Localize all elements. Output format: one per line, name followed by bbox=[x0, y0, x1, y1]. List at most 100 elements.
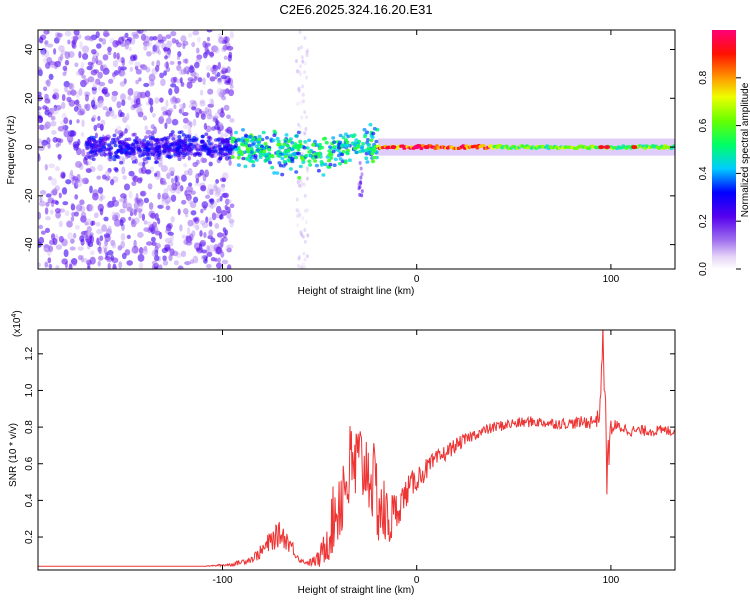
spectrogram-cell bbox=[95, 60, 103, 66]
figure-title: C2E6.2025.324.16.20.E31 bbox=[279, 2, 432, 17]
spectrogram-cell bbox=[111, 114, 118, 119]
spectrogram-cell bbox=[111, 90, 119, 97]
spectrogram-cell bbox=[248, 135, 253, 139]
spectrogram-cell bbox=[204, 169, 209, 178]
spectrogram-cell bbox=[187, 182, 193, 187]
spectrogram-cell bbox=[140, 64, 148, 71]
spectrogram-cell bbox=[44, 164, 48, 171]
spectrogram-cell bbox=[328, 162, 333, 167]
spectrogram-cell bbox=[215, 179, 220, 184]
spectrogram-cell bbox=[210, 257, 216, 262]
spectrogram-cell bbox=[48, 107, 55, 115]
spectrogram-cell bbox=[88, 150, 93, 154]
spectrogram-cell bbox=[116, 101, 122, 109]
spectrogram-cell bbox=[216, 72, 221, 77]
spectrogram-cell bbox=[54, 60, 61, 68]
spectrogram-cell bbox=[85, 94, 89, 102]
spectrogram-cell bbox=[54, 185, 60, 192]
spectrogram-cell bbox=[188, 144, 193, 148]
spectrogram-cell bbox=[49, 209, 54, 215]
spectrogram-cell bbox=[296, 69, 300, 74]
spectrogram-cell bbox=[63, 117, 69, 124]
spectrogram-cell bbox=[370, 135, 375, 140]
spectrogram-cell bbox=[223, 104, 230, 111]
colorbar: 0.0 0.2 0.4 0.6 0.8 Normalized spectral ampl… bbox=[698, 30, 750, 276]
spectrogram-cell bbox=[297, 256, 301, 261]
spectrogram-cell bbox=[286, 158, 291, 162]
spectrogram-cell bbox=[134, 141, 139, 145]
spectrogram-cell bbox=[90, 48, 97, 55]
spectrogram-cell bbox=[224, 139, 229, 144]
spectrogram-cell bbox=[321, 173, 326, 177]
spectrogram-cell bbox=[154, 41, 162, 48]
spectrogram-cell bbox=[343, 159, 348, 163]
spectrogram-cell bbox=[47, 176, 53, 181]
spectrogram-cell bbox=[122, 42, 128, 47]
spectrogram-cell bbox=[359, 175, 363, 180]
spectrogram-cell bbox=[133, 90, 140, 99]
svg-text:(x104): (x104) bbox=[11, 310, 23, 337]
spectrogram-cell bbox=[114, 167, 119, 173]
spectrogram-cell bbox=[44, 207, 49, 215]
spectrogram-cell bbox=[350, 141, 355, 146]
spectrogram-cell bbox=[129, 66, 134, 72]
spectrogram-cell bbox=[165, 34, 172, 40]
spectrogram-cell bbox=[44, 121, 51, 129]
spectrogram-cell bbox=[295, 59, 298, 64]
spectrogram-cell bbox=[183, 239, 189, 245]
spectrogram-cell bbox=[47, 257, 52, 264]
spectrogram-cell bbox=[307, 159, 312, 164]
spectrogram-cell bbox=[220, 183, 226, 188]
spectrogram-cell bbox=[286, 144, 290, 148]
spectrogram-cell bbox=[181, 234, 186, 239]
spectrogram-cell bbox=[169, 60, 175, 65]
spectrogram-x-label: Height of straight line (km) bbox=[298, 286, 415, 297]
spectrogram-cell bbox=[178, 266, 183, 269]
spectrogram-cell bbox=[215, 186, 223, 193]
spectrogram-cell bbox=[46, 56, 53, 64]
spectrogram-cell bbox=[88, 232, 94, 237]
spectrogram-cell bbox=[100, 64, 106, 70]
spectrogram-cell bbox=[135, 79, 139, 85]
spectrogram-cell bbox=[98, 81, 106, 87]
spectrogram-cell bbox=[123, 202, 129, 207]
spectrogram-cell bbox=[153, 172, 158, 177]
spectrogram-cell bbox=[283, 154, 288, 159]
spectrogram-cell bbox=[61, 124, 66, 132]
spectrogram-cell bbox=[313, 139, 317, 144]
spectrogram-cell bbox=[46, 79, 51, 87]
spectrogram-cell bbox=[176, 55, 180, 60]
spectrogram-cell bbox=[295, 197, 299, 202]
spectrogram-cell bbox=[224, 145, 229, 150]
spectrogram-cell bbox=[150, 236, 156, 243]
spectrogram-cell bbox=[168, 132, 173, 137]
spectrogram-cell bbox=[304, 127, 308, 131]
spectrogram-cell bbox=[461, 144, 466, 148]
spectrogram-cell bbox=[126, 146, 131, 150]
spectrogram-cell bbox=[69, 119, 73, 125]
spectrogram-cell bbox=[352, 133, 357, 137]
spectrogram-cell bbox=[145, 241, 153, 246]
spectrogram-cell bbox=[218, 91, 225, 98]
spectrogram-cell bbox=[299, 184, 303, 189]
spectrogram-cell bbox=[103, 247, 107, 254]
spectrogram-x-tick-label: 0 bbox=[414, 274, 420, 285]
spectrogram-cell bbox=[194, 61, 200, 69]
spectrogram-cell bbox=[89, 185, 93, 194]
spectrogram-cell bbox=[70, 202, 75, 210]
spectrogram-cell bbox=[301, 160, 306, 165]
spectrogram-cell bbox=[303, 193, 307, 198]
spectrogram-cell bbox=[138, 154, 143, 158]
spectrogram-cell bbox=[99, 235, 104, 242]
spectrogram-cell bbox=[275, 171, 280, 175]
spectrogram-cell bbox=[191, 230, 196, 237]
spectrogram-cell bbox=[112, 157, 117, 162]
spectrogram-cell bbox=[205, 65, 212, 71]
spectrogram-cell bbox=[88, 37, 94, 42]
spectrogram-cell bbox=[293, 142, 298, 146]
spectrogram-cell bbox=[166, 40, 172, 49]
spectrogram-cell bbox=[97, 115, 101, 122]
spectrogram-cell bbox=[189, 259, 195, 265]
spectrogram-cell bbox=[44, 93, 49, 101]
spectrogram-cell bbox=[369, 138, 374, 143]
